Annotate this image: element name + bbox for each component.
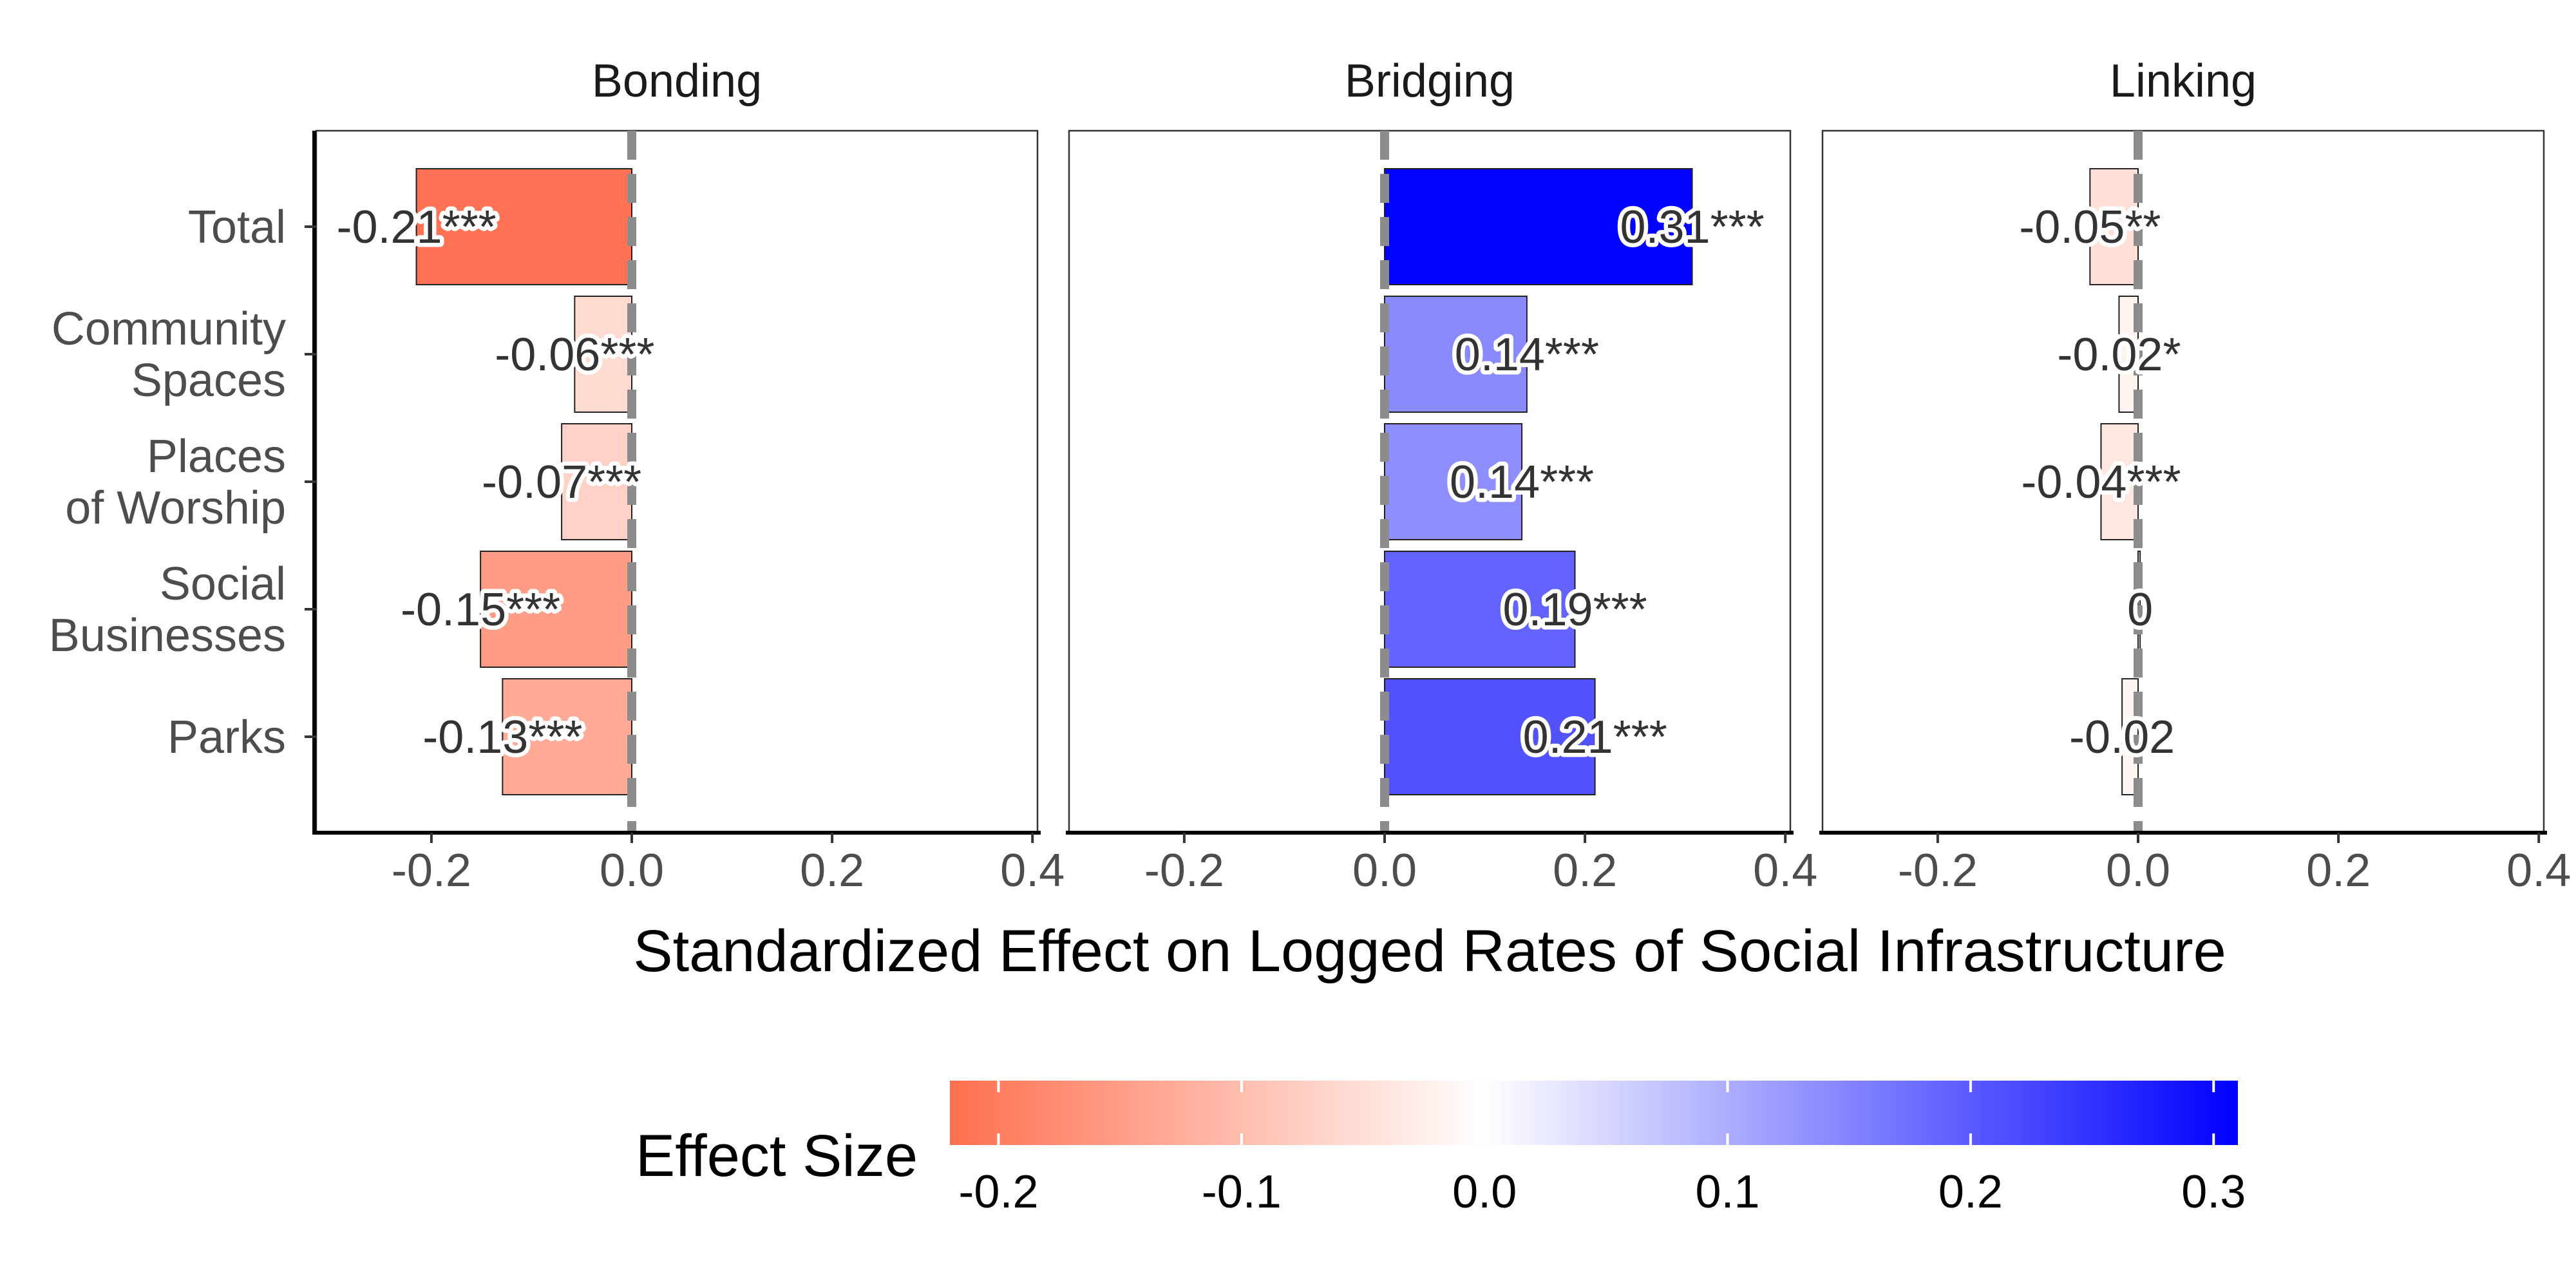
x-tick-label: 0.0 xyxy=(600,845,664,896)
legend-tick-label: 0.0 xyxy=(1452,1166,1517,1218)
legend-tick-label: -0.1 xyxy=(1202,1166,1282,1218)
labels-layer: -0.21*** -0.06*** -0.07*** -0.15*** -0.13***… xyxy=(332,198,2185,768)
legend-tick-label: 0.2 xyxy=(1938,1166,2003,1218)
bar-value-label: 0.31*** xyxy=(1620,202,1764,253)
x-tick-label: 0.0 xyxy=(2106,845,2170,896)
category-label-social-businesses: Social Businesses xyxy=(49,558,286,661)
panel-bonding: Bonding -0.2 0.0 0.2 0.4 xyxy=(313,55,1065,896)
bar-value-label: -0.04*** xyxy=(2021,457,2181,508)
facet-title: Linking xyxy=(2110,55,2257,107)
bar-bonding-total xyxy=(415,168,632,285)
bar-bonding-parks xyxy=(502,678,632,795)
bar-value-label: 0 xyxy=(2127,584,2153,636)
legend: Effect Size -0.2 -0.1 0.0 0.1 0.2 0.3 xyxy=(636,1081,2246,1218)
category-label-parks: Parks xyxy=(167,712,286,763)
panel-bridging: Bridging -0.2 0.0 0.2 0.4 xyxy=(1066,55,1817,896)
bar-linking-places-of-worship xyxy=(2100,423,2139,540)
bar-bridging-community-spaces xyxy=(1384,296,1528,413)
legend-title: Effect Size xyxy=(636,1123,918,1189)
x-axis-title: Standardized Effect on Logged Rates of S… xyxy=(633,918,2226,984)
bar-bridging-social-businesses xyxy=(1384,551,1576,668)
bar-value-label: -0.21*** xyxy=(336,202,496,253)
bar-bonding-community-spaces xyxy=(574,296,632,413)
x-tick-label: 0.0 xyxy=(1352,845,1417,896)
bar-bonding-social-businesses xyxy=(480,551,632,668)
facet-title: Bonding xyxy=(592,55,762,107)
x-tick-label: 0.2 xyxy=(800,845,864,896)
category-label-total: Total xyxy=(188,202,286,253)
category-label-community-spaces: Community Spaces xyxy=(52,303,286,406)
facet-title: Bridging xyxy=(1345,55,1515,107)
legend-tick-label: -0.2 xyxy=(958,1166,1038,1218)
x-tick-label: -0.2 xyxy=(1898,845,1978,896)
panel-border xyxy=(1821,129,2545,834)
bar-bridging-places-of-worship xyxy=(1384,423,1523,540)
bar-value-label: -0.15*** xyxy=(401,584,560,636)
bar-linking-total xyxy=(2089,168,2139,285)
bar-value-label: 0.19*** xyxy=(1502,584,1647,636)
bar-value-label: -0.13*** xyxy=(422,712,582,763)
bar-value-label: -0.07*** xyxy=(482,457,641,508)
x-tick-label: -0.2 xyxy=(1144,845,1224,896)
bar-value-label: -0.02 xyxy=(2069,712,2175,763)
x-tick-label: 0.4 xyxy=(2506,845,2571,896)
bar-value-label: 0.14*** xyxy=(1450,457,1594,508)
panel-linking: Linking -0.2 0.0 0.2 0.4 xyxy=(1819,55,2571,896)
bar-value-label: 0.14*** xyxy=(1455,329,1599,381)
legend-tick-label: 0.3 xyxy=(2181,1166,2246,1218)
x-tick-label: -0.2 xyxy=(392,845,471,896)
x-tick-label: 0.4 xyxy=(1753,845,1817,896)
bar-bridging-total xyxy=(1384,168,1693,285)
bar-value-label: -0.05** xyxy=(2019,202,2161,253)
category-label-places-of-worship: Places of Worship xyxy=(65,431,286,534)
bar-value-label: -0.06*** xyxy=(495,329,654,381)
panels-layer: Bonding -0.2 0.0 0.2 0.4 Bridging -0.2 0.0 0.2 0.… xyxy=(49,55,2571,896)
y-axis: Total Community Spaces Places of Worship Soci… xyxy=(49,131,316,835)
x-tick-label: 0.4 xyxy=(1000,845,1065,896)
bar-value-label: -0.02* xyxy=(2057,329,2181,381)
legend-tick-label: 0.1 xyxy=(1696,1166,1760,1218)
legend-colorbar xyxy=(950,1081,2238,1145)
x-tick-label: 0.2 xyxy=(2306,845,2371,896)
x-tick-label: 0.2 xyxy=(1553,845,1617,896)
bar-value-label: 0.21*** xyxy=(1523,712,1667,763)
